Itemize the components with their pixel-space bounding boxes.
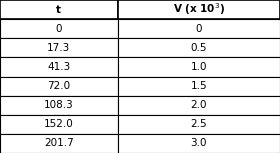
Bar [0,115,118,134]
Text: 108.3: 108.3 [44,100,74,110]
Text: 1.5: 1.5 [190,81,207,91]
Text: V (x 10$^3$): V (x 10$^3$) [173,2,225,17]
Bar [0,19,118,38]
Text: 0: 0 [195,24,202,34]
Text: 17.3: 17.3 [47,43,71,53]
Text: 2.5: 2.5 [190,119,207,129]
Bar [118,115,280,134]
Text: 0: 0 [55,24,62,34]
Text: 0.5: 0.5 [191,43,207,53]
Bar [118,76,280,96]
Bar [0,57,118,76]
Bar [0,134,118,153]
Text: 1.0: 1.0 [191,62,207,72]
Bar [118,0,280,19]
Text: 72.0: 72.0 [47,81,70,91]
Text: 152.0: 152.0 [44,119,74,129]
Bar [0,76,118,96]
Bar [118,134,280,153]
Bar [0,0,118,19]
Bar [118,96,280,115]
Bar [118,19,280,38]
Bar [118,38,280,57]
Text: t: t [56,5,61,15]
Bar [0,38,118,57]
Text: 2.0: 2.0 [191,100,207,110]
Text: 41.3: 41.3 [47,62,71,72]
Text: 201.7: 201.7 [44,138,74,148]
Bar [118,57,280,76]
Text: 3.0: 3.0 [191,138,207,148]
Bar [0,96,118,115]
